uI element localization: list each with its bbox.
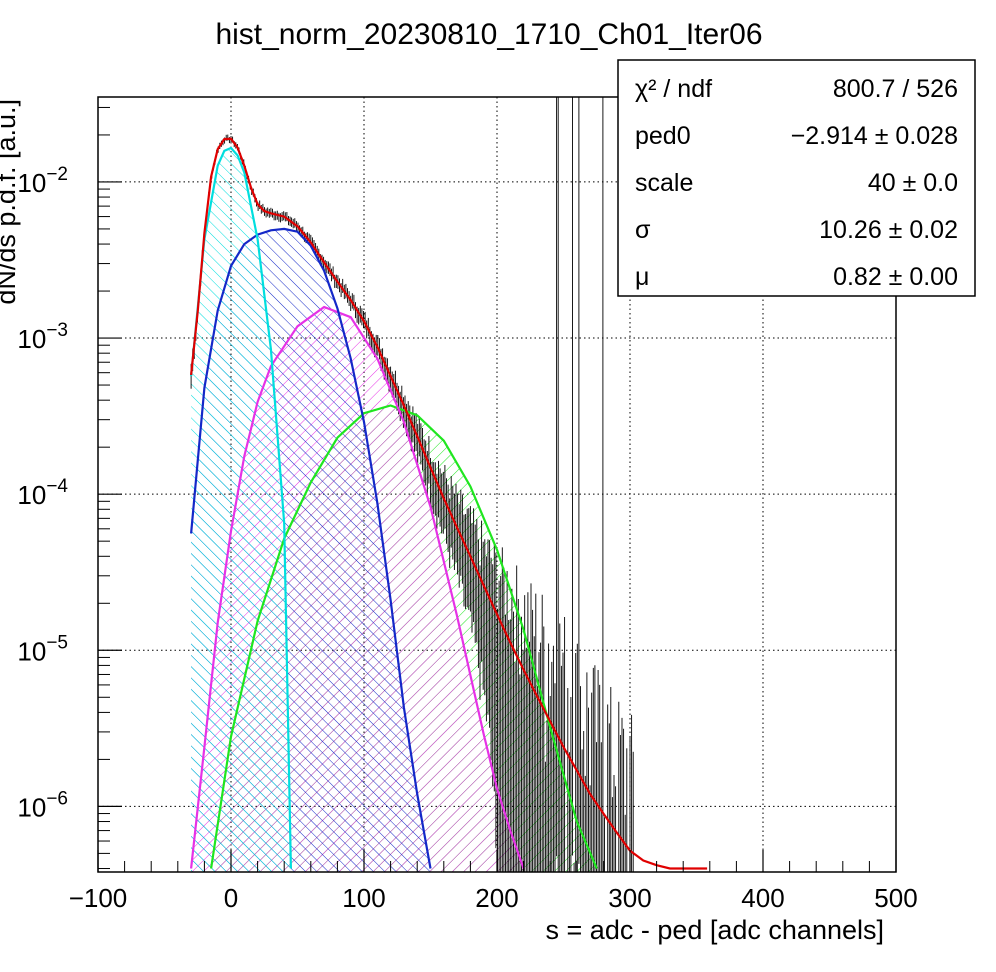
component-curve-0 xyxy=(190,146,292,869)
x-tick-label: −100 xyxy=(69,883,128,913)
y-tick-label: 10−5 xyxy=(17,632,68,666)
x-tick-label: 200 xyxy=(475,883,518,913)
y-tick-label: 10−6 xyxy=(17,788,68,822)
x-tick-label: 300 xyxy=(608,883,651,913)
axes: −100 0 100 200 300 400 500 10−2 10−3 10−4 10−5 10−6 xyxy=(17,106,918,913)
stats-value: 40 ± 0.0 xyxy=(868,169,958,197)
stats-label: χ² / ndf xyxy=(635,75,712,103)
total-fit-curve xyxy=(190,137,708,870)
component-fill-0 xyxy=(191,148,291,872)
stats-value: 800.7 / 526 xyxy=(833,75,958,103)
stats-box: χ² / ndf 800.7 / 526 ped0 −2.914 ± 0.028 sca… xyxy=(617,59,976,297)
stats-label: scale xyxy=(635,169,693,197)
stats-value: 10.26 ± 0.02 xyxy=(819,216,958,244)
x-tick-label: 0 xyxy=(224,883,238,913)
y-axis-label: dN/ds p.d.f. [a.u.] xyxy=(0,99,21,305)
component-curve-1 xyxy=(190,227,432,869)
stats-value: −2.914 ± 0.028 xyxy=(791,122,958,150)
stats-label: μ xyxy=(635,263,649,291)
x-axis-label: s = adc - ped [adc channels] xyxy=(546,915,884,945)
stats-box-frame xyxy=(617,59,976,297)
y-tick-label: 10−3 xyxy=(17,320,68,354)
stats-label: σ xyxy=(635,216,651,244)
series-layer xyxy=(190,97,708,872)
y-tick-label: 10−2 xyxy=(17,164,68,198)
chart-title: hist_norm_20230810_1710_Ch01_Iter06 xyxy=(215,18,762,51)
stats-label: ped0 xyxy=(635,122,691,150)
y-tick-label: 10−4 xyxy=(17,476,68,510)
x-tick-label: 100 xyxy=(342,883,385,913)
x-tick-label: 500 xyxy=(874,883,917,913)
x-tick-label: 400 xyxy=(741,883,784,913)
component-curve-3 xyxy=(210,404,598,869)
stats-value: 0.82 ± 0.00 xyxy=(833,263,958,291)
